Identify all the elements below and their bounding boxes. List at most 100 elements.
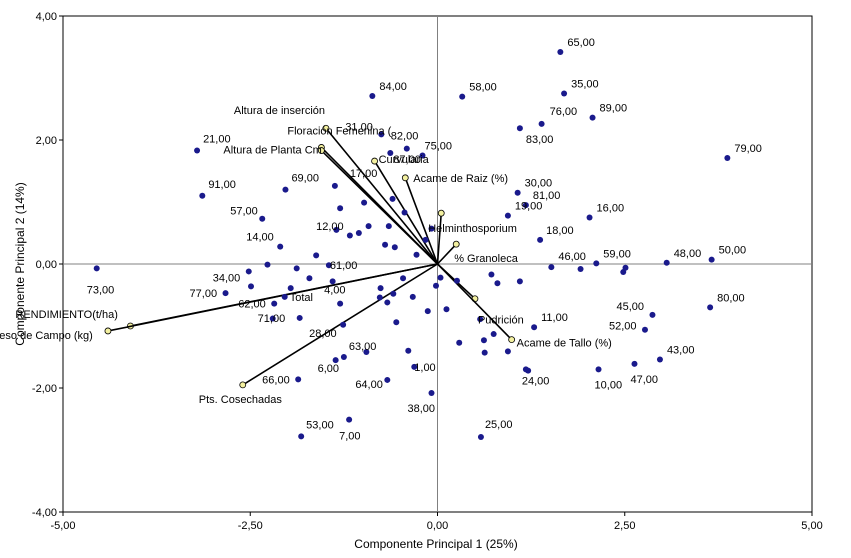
x-tick-label: -2,50 <box>238 520 263 532</box>
observation-point <box>525 367 532 374</box>
observation-point <box>337 205 344 212</box>
observation-point <box>724 154 731 161</box>
observation-point <box>393 319 400 326</box>
observation-point <box>641 326 648 333</box>
observation-point <box>271 300 278 307</box>
observation-label: 18,00 <box>546 225 574 237</box>
observation-point <box>504 348 511 355</box>
observation-label: 4,00 <box>324 285 345 297</box>
observation-point <box>561 90 568 97</box>
observation-label: 82,00 <box>391 131 419 143</box>
observation-point <box>296 314 303 321</box>
observation-point <box>477 316 484 323</box>
observation-point <box>480 337 487 344</box>
observation-point <box>259 215 266 222</box>
observation-label: 35,00 <box>571 79 599 91</box>
observation-point <box>443 306 450 313</box>
observation-point <box>385 223 392 230</box>
observation-points <box>93 48 731 440</box>
variable-endpoint <box>452 240 460 248</box>
observation-label: 61,00 <box>330 260 358 272</box>
observation-point <box>537 236 544 243</box>
y-tick-label: -4,00 <box>32 507 57 519</box>
observation-label: 46,00 <box>558 251 586 263</box>
observation-point <box>333 226 340 233</box>
observation-point <box>245 268 252 275</box>
observation-label: 71,00 <box>258 313 286 325</box>
variable-vector <box>107 263 438 332</box>
observation-point <box>433 282 440 289</box>
observation-label: 47,00 <box>630 374 658 386</box>
observation-point <box>329 278 336 285</box>
observation-label: 14,00 <box>246 232 274 244</box>
observation-point <box>522 202 529 209</box>
observation-point <box>365 223 372 230</box>
observation-point <box>222 290 229 297</box>
observation-point <box>422 236 429 243</box>
y-tick-label: 2,00 <box>36 135 57 147</box>
observation-point <box>400 275 407 282</box>
observation-point <box>419 152 426 159</box>
variable-label: Altura de inserción <box>234 105 325 117</box>
observation-point <box>595 366 602 373</box>
x-axis-title: Componente Principal 1 (25%) <box>354 537 517 551</box>
y-axis-title: Componente Principal 2 (14%) <box>13 182 27 345</box>
observation-label: 69,00 <box>291 173 319 185</box>
observation-point <box>488 271 495 278</box>
observation-point <box>346 416 353 423</box>
observation-label: 57,00 <box>230 206 258 218</box>
observation-label: 80,00 <box>717 292 745 304</box>
observation-point <box>409 293 416 300</box>
observation-point <box>531 324 538 331</box>
variable-label: Curvularia <box>379 154 430 166</box>
observation-label: 50,00 <box>719 245 747 257</box>
observation-point <box>287 285 294 292</box>
observation-label: 12,00 <box>316 221 344 233</box>
variable-vector <box>404 177 439 265</box>
observation-label: 66,00 <box>262 374 290 386</box>
variable-label: Helminthosporium <box>428 223 517 235</box>
observation-point <box>516 125 523 132</box>
observation-label: 81,00 <box>533 190 561 202</box>
variable-vector <box>436 213 443 265</box>
observation-label: 63,00 <box>349 341 377 353</box>
observation-label: 19,00 <box>515 201 543 213</box>
observation-point <box>382 241 389 248</box>
observation-label: 16,00 <box>597 203 625 215</box>
observation-point <box>293 265 300 272</box>
observation-point <box>389 195 396 202</box>
observation-point <box>199 192 206 199</box>
observation-point <box>403 145 410 152</box>
observation-point <box>456 339 463 346</box>
variable-label: Peso de Campo (kg) <box>0 330 93 342</box>
observation-label: 79,00 <box>734 143 762 155</box>
y-tick-label: 0,00 <box>36 259 57 271</box>
variable-vectors <box>104 124 516 389</box>
observation-label: 62,00 <box>238 299 266 311</box>
observation-point <box>378 131 385 138</box>
observation-point <box>363 349 370 356</box>
observation-label: 21,00 <box>203 134 231 146</box>
plot-frame: -5,00 -2,50 0,00 2,50 5,00 4,00 2,00 0,00 -2,00 -… <box>32 11 823 532</box>
observation-point <box>622 264 629 271</box>
observation-point <box>340 354 347 360</box>
variable-vector <box>325 127 439 265</box>
observation-point <box>516 278 523 285</box>
observation-point <box>332 357 339 364</box>
observation-point <box>649 311 656 318</box>
observation-label: 65,00 <box>567 37 595 49</box>
observation-point <box>264 261 271 268</box>
observation-label: Total <box>290 292 313 304</box>
observation-point <box>490 331 497 338</box>
observation-point <box>477 433 484 440</box>
observation-label: 75,00 <box>425 141 453 153</box>
variable-endpoint <box>401 174 409 182</box>
variable-endpoint <box>371 157 378 165</box>
observation-label: 64,00 <box>355 379 383 391</box>
observation-point <box>453 277 460 284</box>
variable-vector <box>320 149 439 265</box>
observation-point <box>708 256 715 263</box>
observation-point <box>459 93 466 100</box>
observation-label: 34,00 <box>213 272 241 284</box>
observation-point <box>405 347 412 354</box>
